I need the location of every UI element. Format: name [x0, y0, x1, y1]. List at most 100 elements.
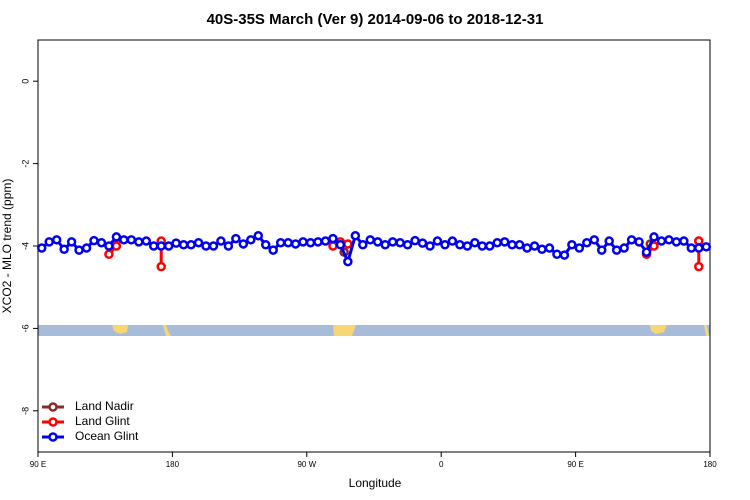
y-tick-label: -2: [20, 160, 30, 168]
data-point: [186, 240, 196, 250]
data-point: [522, 243, 532, 253]
data-point: [260, 240, 271, 250]
data-point: [499, 237, 510, 247]
data-point: [529, 241, 540, 251]
data-point: [246, 235, 256, 245]
data-point: [111, 232, 122, 242]
data-point: [66, 237, 77, 247]
data-point: [514, 240, 525, 250]
legend-label: Land Glint: [75, 414, 130, 428]
y-axis-label: XCO2 - MLO trend (ppm): [0, 179, 14, 314]
y-tick-label: -8: [20, 407, 30, 415]
data-point: [395, 237, 405, 248]
data-point: [231, 233, 241, 244]
data-point: [171, 238, 181, 248]
data-point: [283, 237, 293, 248]
legend-label: Ocean Glint: [75, 429, 139, 443]
y-tick-label: -4: [20, 242, 30, 250]
data-point: [365, 235, 376, 245]
x-tick-label: 90 E: [567, 460, 583, 469]
data-point: [387, 237, 398, 247]
x-axis-label: Longitude: [349, 476, 402, 490]
data-point: [626, 235, 637, 245]
data-point: [223, 241, 234, 251]
data-point: [81, 243, 92, 253]
data-point: [156, 241, 166, 251]
data-point: [163, 241, 174, 251]
data-point: [582, 237, 592, 248]
data-point: [298, 237, 308, 247]
data-point: [455, 240, 465, 250]
data-point: [275, 237, 286, 248]
land-strip: [38, 325, 710, 336]
data-point: [119, 235, 129, 245]
land-shapes: [112, 325, 710, 336]
data-point: [701, 242, 712, 252]
data-point: [462, 241, 473, 251]
data-point: [470, 237, 480, 248]
data-point: [380, 240, 390, 250]
data-point: [44, 237, 54, 247]
data-point: [358, 240, 368, 250]
data-point: [320, 236, 331, 246]
data-point: [567, 240, 577, 250]
legend-marker: [48, 432, 58, 442]
legend-label: Land Nadir: [75, 399, 134, 413]
data-point: [552, 249, 562, 259]
data-point: [104, 241, 114, 251]
data-point: [686, 243, 697, 253]
data-point: [126, 235, 137, 245]
data-point: [59, 244, 69, 255]
data-point: [484, 241, 495, 251]
data-point: [596, 245, 607, 255]
data-point: [477, 241, 488, 251]
data-point: [141, 236, 152, 246]
data-point: [410, 235, 420, 246]
y-tick-label: 0: [20, 79, 30, 84]
data-point: [313, 237, 323, 247]
data-point: [425, 241, 435, 251]
data-point: [649, 232, 659, 242]
data-point: [440, 240, 450, 250]
data-point: [328, 233, 338, 244]
legend-marker: [48, 402, 58, 412]
data-point: [238, 239, 249, 249]
data-point: [74, 245, 84, 255]
data-point: [201, 241, 211, 251]
data-point: [36, 243, 47, 253]
data-point: [507, 240, 517, 250]
data-point: [216, 236, 226, 246]
data-point: [253, 230, 264, 241]
data-point: [432, 236, 443, 246]
data-point: [89, 235, 99, 246]
data-point: [694, 261, 704, 272]
data-point: [328, 241, 338, 251]
data-point: [492, 237, 502, 248]
data-point: [671, 237, 682, 247]
data-point: [679, 236, 689, 246]
data-point: [656, 236, 667, 246]
data-point: [290, 239, 301, 249]
data-point: [343, 239, 353, 249]
data-point: [134, 237, 144, 247]
data-point: [537, 244, 547, 255]
data-point: [447, 236, 458, 246]
data-point: [611, 245, 622, 255]
data-point: [343, 256, 353, 267]
data-point: [641, 247, 652, 257]
x-tick-label: 90 E: [30, 460, 46, 469]
x-tick-label: 180: [703, 460, 717, 469]
chart-title: 40S-35S March (Ver 9) 2014-09-06 to 2018…: [207, 11, 544, 28]
data-point: [619, 243, 629, 253]
data-point: [589, 235, 600, 245]
legend-marker: [48, 417, 58, 427]
data-point: [559, 250, 570, 260]
data-point: [111, 241, 122, 251]
data-point: [694, 243, 704, 253]
data-point: [193, 237, 204, 248]
x-tick-label: 90 W: [297, 460, 316, 469]
data-point: [208, 241, 219, 251]
data-point: [156, 261, 166, 272]
data-point: [350, 230, 361, 241]
